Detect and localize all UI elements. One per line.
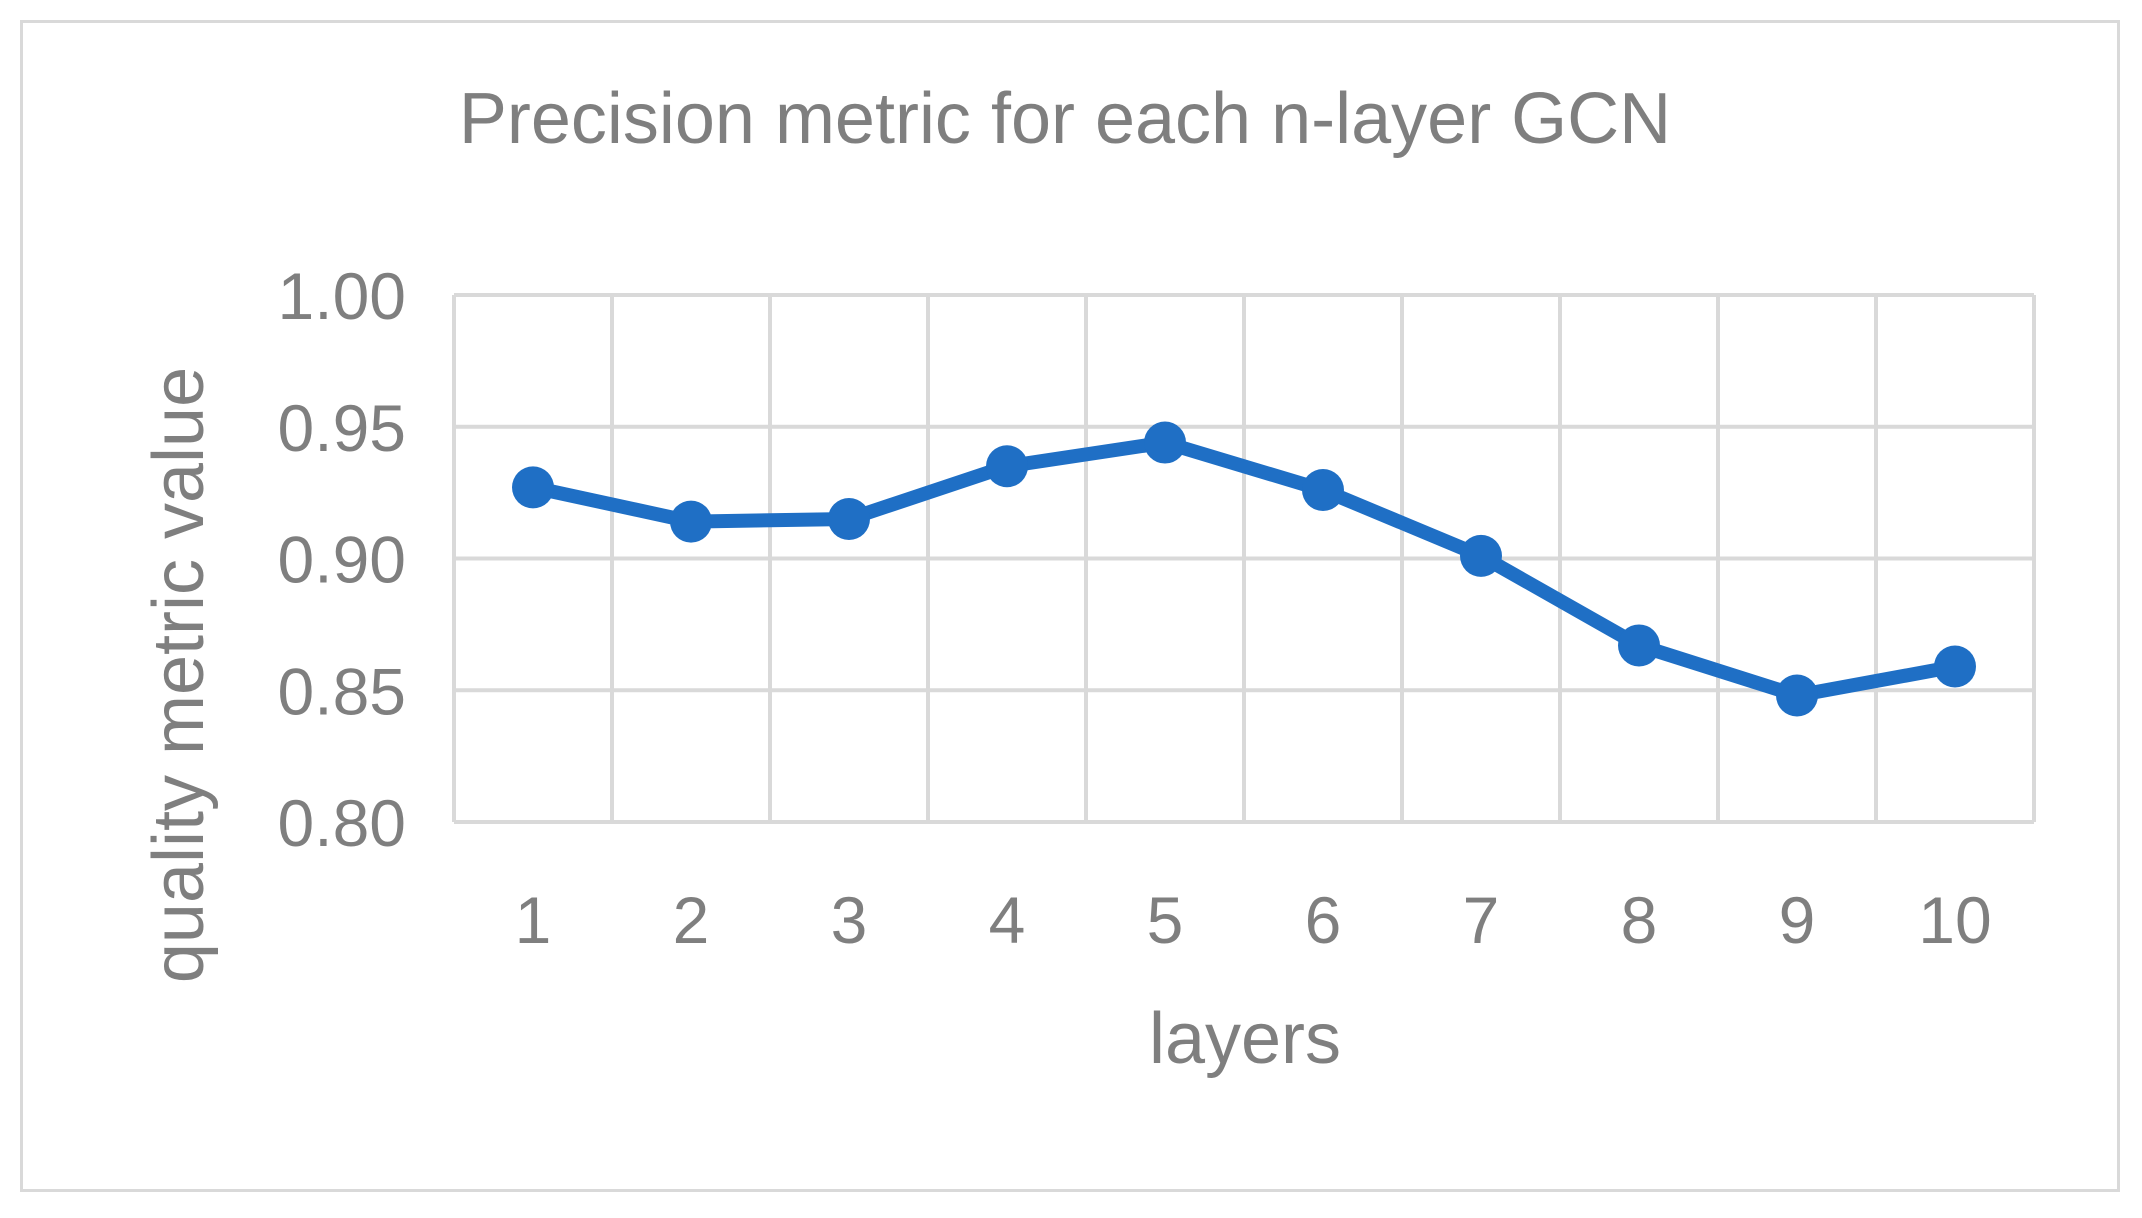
y-tick-label: 0.95 xyxy=(278,391,406,465)
y-tick-label: 0.80 xyxy=(278,786,406,860)
data-point xyxy=(1302,468,1344,511)
x-tick-labels: 1 2 3 4 5 6 7 8 9 10 xyxy=(515,883,1992,957)
y-tick-labels: 0.80 0.85 0.90 0.95 1.00 xyxy=(278,259,406,860)
data-point xyxy=(670,500,712,543)
gridlines xyxy=(452,293,2036,824)
y-tick-label: 1.00 xyxy=(278,259,406,333)
x-tick-label: 7 xyxy=(1463,883,1500,957)
chart-title: Precision metric for each n-layer GCN xyxy=(459,79,1671,159)
y-tick-label: 0.90 xyxy=(278,523,406,597)
y-axis-label: quality metric value xyxy=(139,367,219,983)
data-point xyxy=(512,466,554,509)
series-line xyxy=(526,435,1962,703)
x-tick-label: 9 xyxy=(1779,883,1816,957)
series-group xyxy=(512,421,1976,717)
data-point xyxy=(986,445,1028,488)
x-tick-label: 10 xyxy=(1918,883,1991,957)
data-point xyxy=(1776,674,1818,717)
x-tick-label: 4 xyxy=(989,883,1026,957)
x-tick-label: 1 xyxy=(515,883,552,957)
x-tick-label: 8 xyxy=(1621,883,1658,957)
x-axis-label: layers xyxy=(1149,999,1341,1079)
x-tick-label: 5 xyxy=(1147,883,1184,957)
chart-frame xyxy=(20,20,2120,1192)
y-tick-label: 0.85 xyxy=(278,654,406,728)
x-tick-label: 6 xyxy=(1305,883,1342,957)
data-point xyxy=(1618,624,1660,667)
data-point xyxy=(1934,645,1976,688)
data-point xyxy=(1144,421,1186,464)
x-tick-label: 3 xyxy=(831,883,868,957)
x-tick-label: 2 xyxy=(673,883,710,957)
data-point xyxy=(1460,534,1502,577)
data-point xyxy=(828,497,870,540)
